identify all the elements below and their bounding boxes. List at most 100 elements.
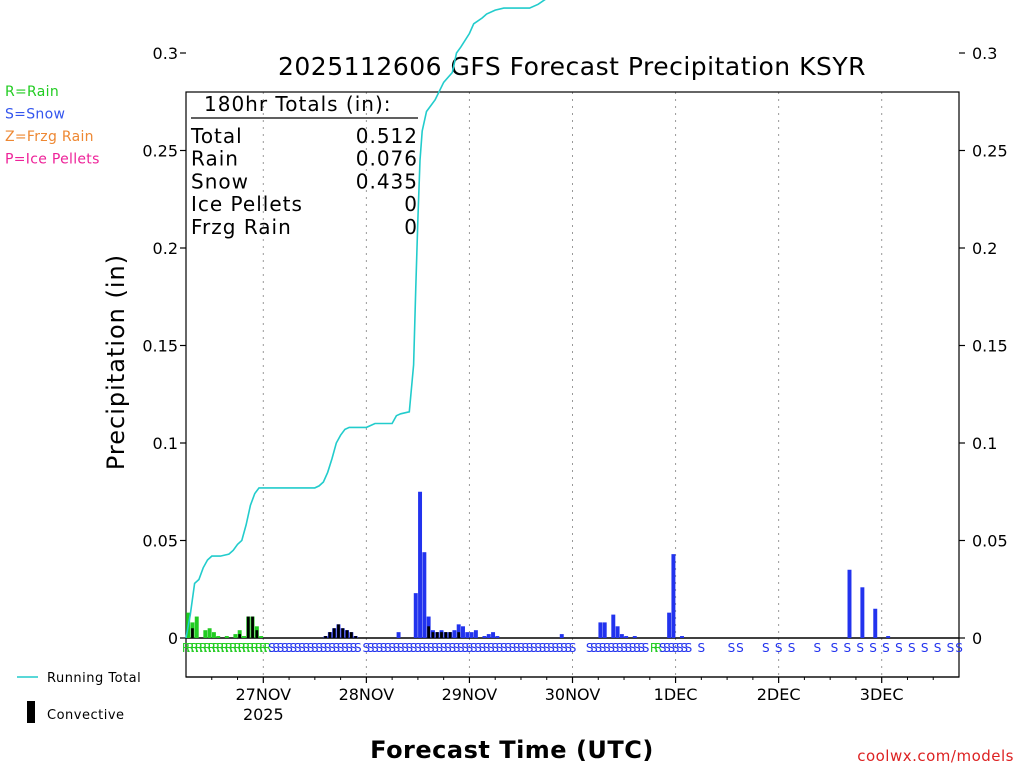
precip-type-marker: S [491, 641, 499, 655]
precip-type-marker: S [564, 641, 572, 655]
precip-type-marker: S [457, 641, 465, 655]
precip-bar [465, 632, 470, 638]
precip-type-marker: S [586, 641, 594, 655]
precip-type-marker: S [667, 641, 675, 655]
precip-type-marker: S [410, 641, 418, 655]
convective-bar [328, 632, 332, 638]
precip-type-marker: S [607, 641, 615, 655]
precip-type-marker: S [594, 641, 602, 655]
precip-type-marker: S [921, 641, 929, 655]
precip-type-marker: R [255, 641, 263, 655]
precip-type-marker: S [320, 641, 328, 655]
y-tick-label-right: 0.05 [972, 532, 1008, 551]
precip-type-marker: S [311, 641, 319, 655]
precip-bar [611, 614, 616, 638]
precip-type-marker: S [337, 641, 345, 655]
precip-type-marker: S [590, 641, 598, 655]
precip-type-marker: S [418, 641, 426, 655]
x-tick-label: 2DEC [757, 685, 801, 704]
precip-type-marker: S [298, 641, 306, 655]
precip-type-marker: S [285, 641, 293, 655]
precip-type-marker: R [195, 641, 203, 655]
convective-bar [349, 632, 353, 638]
precip-type-legend-item: R=Rain [5, 84, 59, 100]
precip-bar [482, 636, 487, 638]
precip-type-marker: S [844, 641, 852, 655]
precip-type-marker: R [225, 641, 233, 655]
precip-type-marker: S [401, 641, 409, 655]
precip-type-marker: R [654, 641, 662, 655]
precip-type-marker: S [474, 641, 482, 655]
running-total-line [185, 0, 546, 639]
x-tick-label: 1DEC [654, 685, 698, 704]
convective-bar [457, 632, 461, 638]
precip-type-marker: R [182, 641, 190, 655]
precip-type-marker: S [517, 641, 525, 655]
convective-bar [435, 632, 439, 638]
precip-type-marker: S [513, 641, 521, 655]
x-tick-sublabel: 2025 [243, 705, 284, 724]
precip-type-marker: R [220, 641, 228, 655]
precip-type-marker: S [345, 641, 353, 655]
precip-bar [194, 616, 199, 638]
precip-type-marker: S [440, 641, 448, 655]
precip-type-marker: S [637, 641, 645, 655]
precip-type-marker: S [277, 641, 285, 655]
convective-bar [255, 630, 259, 638]
totals-header: 180hr Totals (in): [204, 92, 392, 116]
precip-type-marker: S [831, 641, 839, 655]
y-tick-label-left: 0.05 [142, 532, 178, 551]
convective-bar [251, 616, 254, 638]
precip-type-marker: S [350, 641, 358, 655]
y-axis-left: 00.050.10.150.20.250.30.350.40.450.50.55 [142, 44, 186, 648]
precip-type-marker: R [203, 641, 211, 655]
x-tick-label: 27NOV [236, 685, 292, 704]
precip-bar [860, 587, 865, 638]
precip-type-marker: S [947, 641, 955, 655]
precip-type-marker: S [659, 641, 667, 655]
precip-type-marker: R [263, 641, 271, 655]
credit-text: coolwx.com/models [857, 747, 1014, 765]
precip-bar [418, 491, 423, 638]
convective-bar [341, 628, 345, 638]
precip-type-marker: S [281, 641, 289, 655]
convective-bar [427, 626, 431, 638]
convective-bar [354, 636, 358, 638]
precip-type-legend-item: Z=Frzg Rain [5, 129, 94, 145]
precip-type-marker: S [431, 641, 439, 655]
precip-type-marker: S [483, 641, 491, 655]
precip-type-marker: S [663, 641, 671, 655]
precip-bar [847, 569, 852, 638]
totals-row-label: Ice Pellets [191, 192, 303, 216]
precip-type-marker: S [397, 641, 405, 655]
convective-bar [191, 628, 194, 638]
precip-type-marker: S [625, 641, 633, 655]
precip-type-marker: S [423, 641, 431, 655]
precip-bar [452, 630, 457, 638]
precip-type-marker: R [242, 641, 250, 655]
precip-type-marker: S [869, 641, 877, 655]
precip-type-marker: S [685, 641, 693, 655]
convective-bar [238, 634, 242, 638]
precip-type-marker: S [569, 641, 577, 655]
precip-type-marker: S [698, 641, 706, 655]
precip-bar [461, 626, 465, 638]
precip-type-marker: S [530, 641, 538, 655]
totals-row-value: 0 [404, 215, 418, 239]
x-axis-label: Forecast Time (UTC) [370, 736, 654, 764]
precip-type-marker: S [448, 641, 456, 655]
precip-type-marker: R [208, 641, 216, 655]
y-tick-label-left: 0.3 [153, 44, 178, 63]
convective-bar [431, 632, 435, 638]
precip-type-marker: S [427, 641, 435, 655]
precip-type-marker: R [199, 641, 207, 655]
y-axis-right: 00.050.10.150.20.250.30.350.40.450.50.55 [959, 44, 1008, 648]
totals-row-value: 0.076 [356, 147, 418, 171]
precip-type-marker: S [552, 641, 560, 655]
precip-type-marker: S [341, 641, 349, 655]
convective-bar [337, 624, 340, 638]
precip-bar [259, 636, 264, 638]
precip-type-marker: S [539, 641, 547, 655]
totals-row-label: Frzg Rain [191, 215, 292, 239]
